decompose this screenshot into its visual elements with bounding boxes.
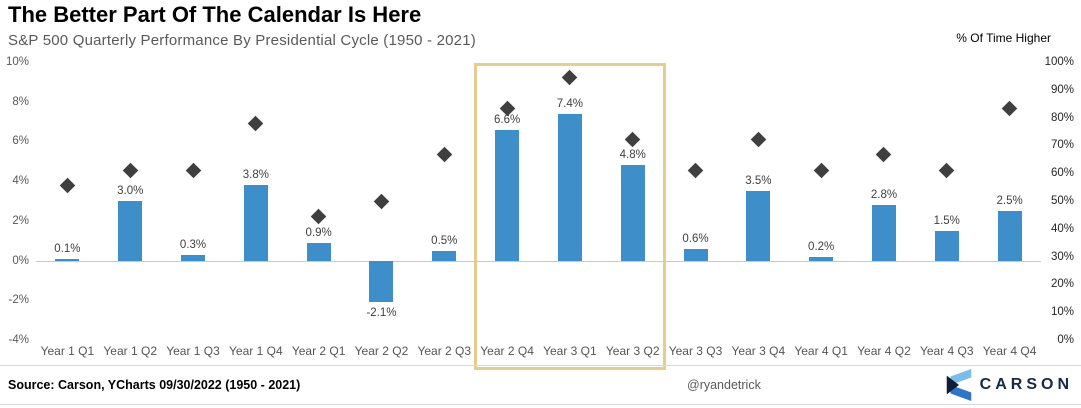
y-axis-tick-right: 50% xyxy=(1050,195,1074,207)
x-axis-label: Year 4 Q3 xyxy=(919,344,974,358)
diamond-marker xyxy=(122,162,138,178)
y-axis-tick-right: 70% xyxy=(1050,139,1074,152)
bar-value-label: 7.4% xyxy=(556,97,584,110)
bar-value-label: 4.8% xyxy=(619,149,646,162)
bar xyxy=(871,204,896,261)
bar-value-label: 0.6% xyxy=(682,232,709,245)
bar xyxy=(118,201,143,261)
bar xyxy=(809,256,834,261)
source-note: Source: Carson, YCharts 09/30/2022 (1950… xyxy=(8,378,301,392)
bar xyxy=(181,254,206,261)
bar-value-label: 2.8% xyxy=(870,188,898,201)
diamond-marker xyxy=(59,177,76,194)
bar-value-label: -2.1% xyxy=(366,307,397,320)
bar xyxy=(432,250,457,261)
zero-baseline xyxy=(36,260,1041,262)
x-axis-label: Year 1 Q1 xyxy=(40,344,95,358)
diamond-marker xyxy=(939,162,955,178)
diamond-marker xyxy=(248,115,264,132)
x-axis-label: Year 2 Q3 xyxy=(417,344,472,358)
y-axis-tick-right: 100% xyxy=(1044,56,1074,68)
diamond-marker xyxy=(750,131,767,148)
diamond-marker xyxy=(1001,100,1018,117)
diamond-marker xyxy=(562,69,578,86)
x-axis-label: Year 3 Q1 xyxy=(543,344,597,358)
carson-logo: CARSON xyxy=(946,369,1073,401)
bar-value-label: 0.2% xyxy=(808,240,835,253)
x-axis-label: Year 1 Q3 xyxy=(166,344,220,358)
y-axis-tick-right: 0% xyxy=(1057,334,1074,346)
bar xyxy=(306,242,331,261)
bar-value-label: 0.9% xyxy=(305,226,332,239)
x-axis-label: Year 3 Q3 xyxy=(668,344,723,358)
x-axis-label: Year 4 Q1 xyxy=(794,344,848,358)
y-axis-tick-left: -2% xyxy=(8,294,29,307)
y-axis-tick-left: 8% xyxy=(12,95,29,108)
bar-value-label: 1.5% xyxy=(933,214,960,227)
x-axis-label: Year 4 Q4 xyxy=(982,344,1037,358)
diamond-marker xyxy=(373,193,390,209)
chart-title: The Better Part Of The Calendar Is Here xyxy=(8,2,422,27)
x-axis-label: Year 2 Q1 xyxy=(291,344,346,358)
y-axis-tick-left: 4% xyxy=(12,175,29,188)
bar-value-label: 0.1% xyxy=(54,242,81,255)
y-axis-tick-left: 0% xyxy=(12,254,29,267)
x-axis-label: Year 2 Q2 xyxy=(354,344,409,358)
x-axis-label: Year 3 Q2 xyxy=(605,344,660,358)
diamond-marker xyxy=(436,146,453,163)
carson-logo-icon xyxy=(946,369,971,401)
diamond-marker xyxy=(687,162,704,178)
bar-value-label: 0.5% xyxy=(431,234,458,247)
x-axis-label: Year 3 Q4 xyxy=(731,344,786,358)
x-axis-label: Year 1 Q2 xyxy=(103,344,158,358)
y-axis-tick-left: 10% xyxy=(5,56,29,68)
bar xyxy=(495,129,520,261)
y-axis-tick-right: 80% xyxy=(1050,111,1074,124)
y-axis-tick-right: 20% xyxy=(1050,278,1074,291)
carson-logo-text: CARSON xyxy=(979,376,1073,393)
y-axis-tick-right: 30% xyxy=(1050,250,1074,263)
y-axis-tick-right: 60% xyxy=(1050,167,1074,180)
bar xyxy=(746,191,771,261)
bar xyxy=(997,210,1022,261)
footer: Source: Carson, YCharts 09/30/2022 (1950… xyxy=(0,365,1081,405)
bar-value-label: 3.5% xyxy=(745,175,772,188)
y-axis-tick-left: 6% xyxy=(12,135,29,148)
bar-value-label: 6.6% xyxy=(493,113,521,126)
chart-subtitle: S&P 500 Quarterly Performance By Preside… xyxy=(8,32,476,49)
diamond-marker xyxy=(310,208,327,225)
bar xyxy=(369,260,394,303)
bar xyxy=(557,113,582,261)
bar xyxy=(243,185,268,261)
bar xyxy=(683,248,708,261)
diamond-marker xyxy=(813,162,829,178)
y-axis-tick-right: 40% xyxy=(1050,222,1074,235)
twitter-handle: @ryandetrick xyxy=(687,378,761,392)
bar-value-label: 3.0% xyxy=(117,185,144,197)
x-axis-label: Year 1 Q4 xyxy=(229,344,283,358)
bar xyxy=(620,165,645,261)
x-axis-label: Year 4 Q2 xyxy=(857,344,911,358)
bar xyxy=(934,230,959,261)
y-axis-tick-left: 2% xyxy=(12,214,29,227)
y-axis-tick-right: 10% xyxy=(1050,306,1074,319)
diamond-marker xyxy=(876,146,892,163)
bar-value-label: 0.3% xyxy=(179,238,207,251)
bar-value-label: 2.5% xyxy=(996,194,1023,207)
bar xyxy=(55,258,80,261)
diamond-marker xyxy=(624,131,641,148)
right-axis-title: % Of Time Higher xyxy=(956,31,1051,45)
y-axis-tick-right: 90% xyxy=(1050,83,1074,96)
bar-value-label: 3.8% xyxy=(242,169,269,182)
x-axis-label: Year 2 Q4 xyxy=(480,344,534,358)
diamond-marker xyxy=(185,162,201,178)
y-axis-tick-left: -4% xyxy=(8,334,29,346)
